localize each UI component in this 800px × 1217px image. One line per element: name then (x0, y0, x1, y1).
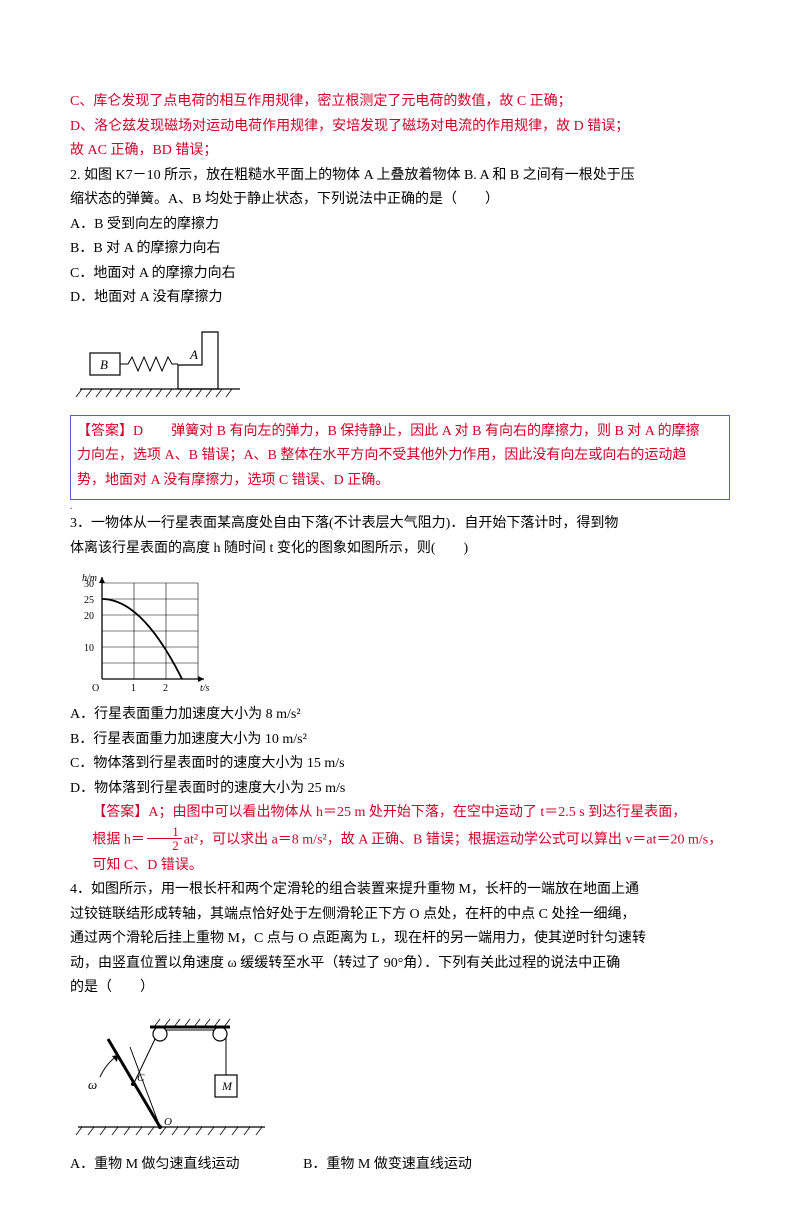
q3-ans-1: 【答案】A；由图中可以看出物体从 h＝25 m 处开始下落，在空中运动了 t＝2… (70, 801, 730, 826)
q2-optA: A．B 受到向左的摩擦力 (70, 213, 730, 238)
q4-stem-2: 过铰链联结形成转轴，其端点恰好处于左侧滑轮正下方 O 点处，在杆的中点 C 处拴… (70, 903, 730, 928)
svg-text:C: C (137, 1072, 145, 1084)
q2-optD: D．地面对 A 没有摩擦力 (70, 286, 730, 311)
q4-options-row: A．重物 M 做匀速直线运动 B．重物 M 做变速直线运动 (70, 1153, 730, 1178)
svg-text:t/s: t/s (200, 683, 210, 694)
q3-figure: 1210202530h/mt/sO (70, 567, 730, 697)
q2-optB: B．B 对 A 的摩擦力向右 (70, 237, 730, 262)
q3-stem-2: 体离该行星表面的高度 h 随时间 t 变化的图象如图所示，则( ) (70, 537, 730, 562)
svg-text:ω: ω (88, 1077, 97, 1092)
svg-text:M: M (221, 1079, 233, 1093)
q3-ans-3: 可知 C、D 错误。 (70, 854, 730, 879)
q4-stem-1: 4．如图所示，用一根长杆和两个定滑轮的组合装置来提升重物 M，长杆的一端放在地面… (70, 878, 730, 903)
q2-ans-3: 势，地面对 A 没有摩擦力，选项 C 错误、D 正确。 (77, 469, 723, 494)
q2-ans-2: 力向左，选项 A、B 错误；A、B 整体在水平方向不受其他外力作用，因此没有向左… (77, 444, 723, 469)
svg-text:25: 25 (84, 595, 94, 606)
q3-optB: B．行星表面重力加速度大小为 10 m/s² (70, 728, 730, 753)
q1-summary: 故 AC 正确，BD 错误； (70, 139, 730, 164)
q4-figure: M O C ω (70, 1007, 730, 1147)
q4-optA: A．重物 M 做匀速直线运动 (70, 1157, 240, 1172)
q2-ans-1: 【答案】D 弹簧对 B 有向左的弹力，B 保持静止，因此 A 对 B 有向右的摩… (77, 420, 723, 445)
q4-stem-3: 通过两个滑轮后挂上重物 M，C 点与 O 点距离为 L，现在杆的另一端用力，使其… (70, 927, 730, 952)
q4-optB: B．重物 M 做变速直线运动 (303, 1157, 472, 1172)
q3-stem-1: 3．一物体从一行星表面某高度处自由下落(不计表层大气阻力)．自开始下落计时，得到… (70, 512, 730, 537)
q4-stem-5: 的是（ ） (70, 976, 730, 1001)
svg-text:10: 10 (84, 643, 94, 654)
q3-ans-2: 根据 h＝12at²，可以求出 a＝8 m/s²，故 A 正确、B 错误；根据运… (70, 826, 730, 854)
q2-answer-box: 【答案】D 弹簧对 B 有向左的弹力，B 保持静止，因此 A 对 B 有向右的摩… (70, 415, 730, 501)
svg-text:20: 20 (84, 611, 94, 622)
q2-stem-2: 缩状态的弹簧。A、B 均处于静止状态，下列说法中正确的是（ ） (70, 188, 730, 213)
q2-optC: C．地面对 A 的摩擦力向右 (70, 262, 730, 287)
q3-optC: C．物体落到行星表面时的速度大小为 15 m/s (70, 752, 730, 777)
svg-text:2: 2 (163, 683, 168, 694)
svg-text:A: A (189, 347, 198, 362)
q3-optA: A．行星表面重力加速度大小为 8 m/s² (70, 703, 730, 728)
q2-stem-1: 2. 如图 K7－10 所示，放在粗糙水平面上的物体 A 上叠放着物体 B. A… (70, 164, 730, 189)
q3-optD: D．物体落到行星表面时的速度大小为 25 m/s (70, 777, 730, 802)
svg-text:B: B (100, 357, 108, 372)
q4-stem-4: 动，由竖直位置以角速度 ω 缓缓转至水平（转过了 90°角）．下列有关此过程的说… (70, 952, 730, 977)
svg-text:O: O (92, 683, 99, 694)
q2-figure: A B (70, 317, 730, 407)
q1-lineD: D、洛仑兹发现磁场对运动电荷作用规律，安培发现了磁场对电流的作用规律，故 D 错… (70, 115, 730, 140)
svg-text:1: 1 (131, 683, 136, 694)
svg-text:h/m: h/m (82, 573, 97, 584)
dot: . (70, 502, 730, 512)
svg-text:O: O (164, 1116, 172, 1128)
q1-lineC: C、库仑发现了点电荷的相互作用规律，密立根测定了元电荷的数值，故 C 正确； (70, 90, 730, 115)
